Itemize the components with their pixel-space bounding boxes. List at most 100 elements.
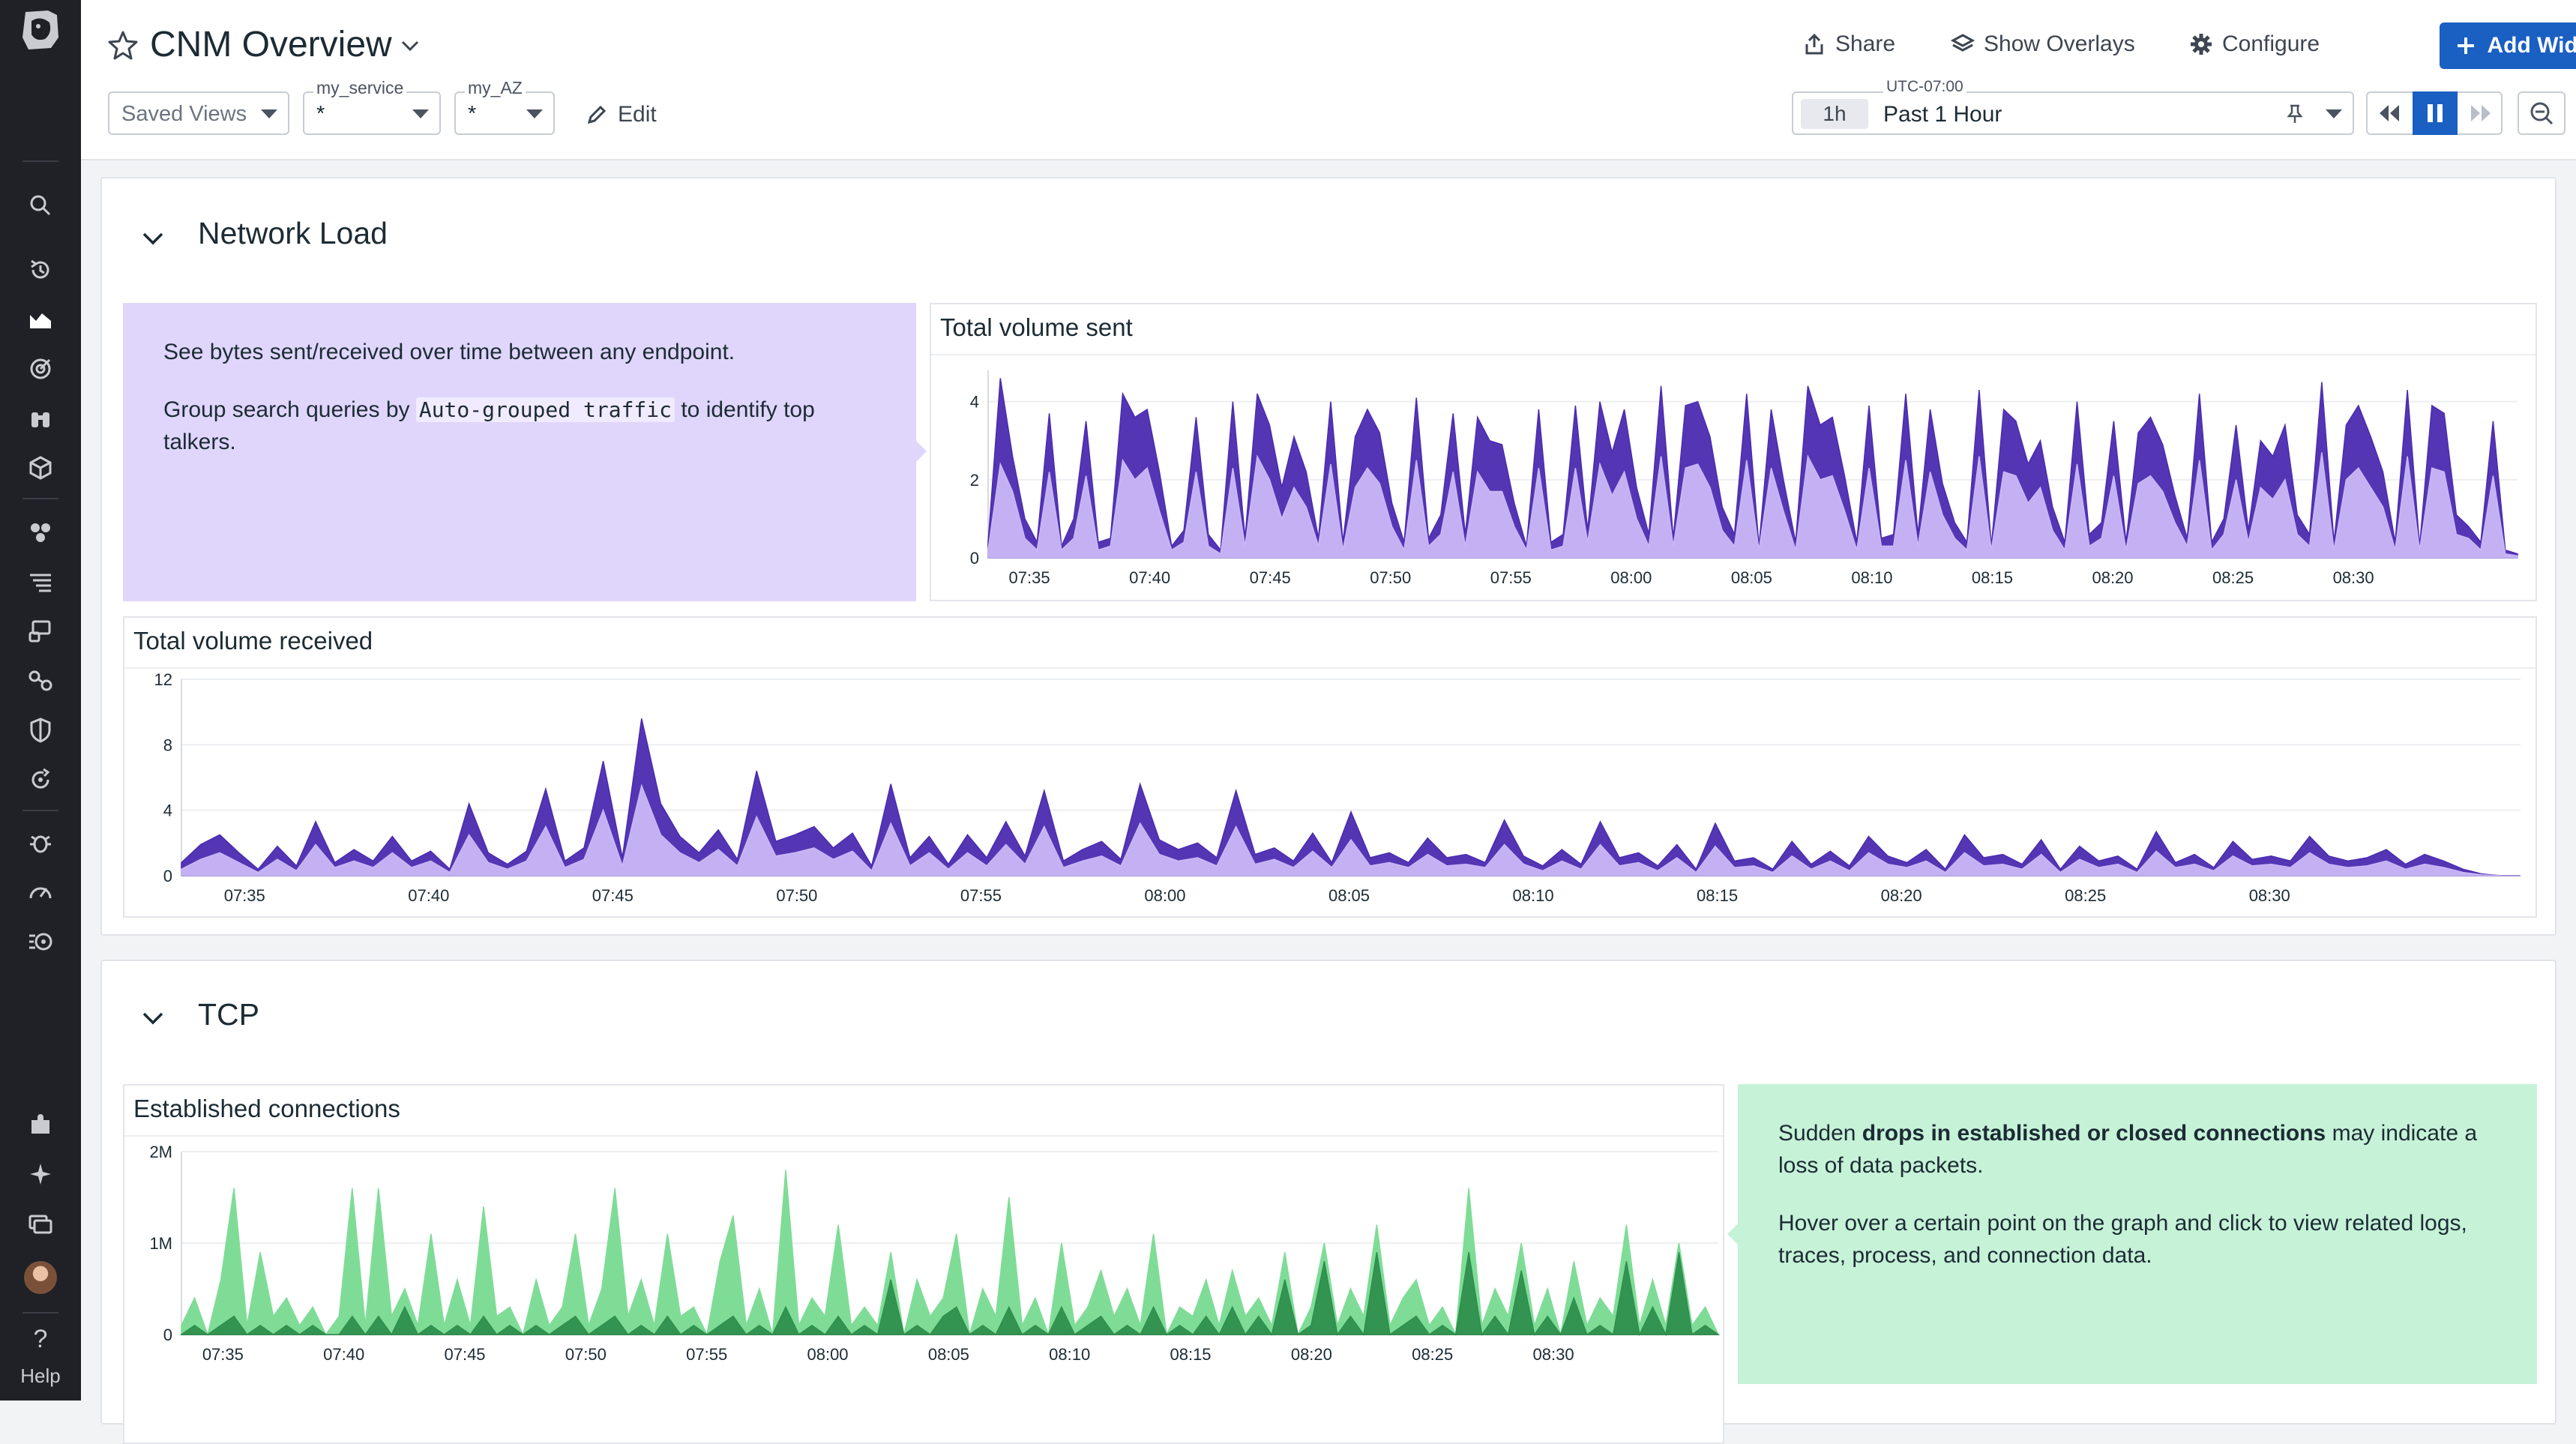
infrastructure-icon[interactable] [25,453,55,483]
note-text: See bytes sent/received over time betwee… [163,340,735,364]
logs-icon[interactable] [25,567,55,597]
widget-title: Total volume received [133,627,373,655]
time-picker[interactable]: 1h Past 1 Hour [1792,91,2354,135]
widget-total-volume-received[interactable]: Total volume received 0 4 8 12 07:35 07:40 07:… [123,616,2537,918]
widget-established-connections[interactable]: Established connections 0 1M 2M 07:35 07:40 0… [123,1084,1724,1444]
y-tick-label: 0 [970,549,979,568]
note-tcp: Sudden drops in established or closed co… [1738,1084,2537,1384]
saved-views-select[interactable]: Saved Views [108,91,289,135]
sparkle-icon[interactable] [25,1159,55,1189]
x-tick-label: 08:30 [2249,886,2290,905]
show-overlays-label: Show Overlays [1984,31,2135,56]
history-icon[interactable] [25,255,55,285]
x-tick-label: 08:30 [2333,568,2374,587]
x-tick-label: 08:15 [1170,1345,1211,1364]
x-tick-label: 07:55 [1490,568,1532,587]
gauge-icon[interactable] [25,877,55,907]
x-tick-label: 07:50 [565,1345,607,1364]
chat-icon[interactable] [25,1209,55,1239]
star-icon[interactable] [108,30,138,60]
x-tick-label: 07:45 [592,886,634,905]
x-tick-label: 07:45 [444,1345,485,1364]
help-icon[interactable]: ? [33,1325,48,1353]
time-badge: 1h [1801,99,1868,129]
nav-divider [22,1312,58,1314]
chevron-down-icon[interactable] [139,225,166,252]
playback-controls [2366,91,2503,135]
nav-divider [22,498,58,499]
bug-icon[interactable] [25,828,55,858]
x-tick-label: 08:00 [1144,886,1185,905]
chevron-down-icon[interactable] [400,39,420,52]
series-area [181,783,2521,876]
monitors-icon[interactable] [25,354,55,384]
zoom-out-button[interactable] [2518,91,2566,135]
nav-divider [22,160,58,162]
time-range: Past 1 Hour [1883,102,2002,127]
variable-my-service[interactable]: * [303,91,441,135]
digital-experience-icon[interactable] [25,616,55,646]
variable-my-az[interactable]: * [454,91,555,135]
x-tick-label: 08:00 [807,1345,848,1364]
configure-button[interactable]: Configure [2189,31,2320,57]
x-tick-label: 08:05 [928,1345,969,1364]
add-widgets-button[interactable]: Add Widgets [2440,22,2576,69]
pause-button[interactable] [2413,91,2458,135]
note-text: Sudden drops in established or closed co… [1778,1121,2478,1178]
note-network-load: See bytes sent/received over time betwee… [123,303,916,601]
watchdog-icon[interactable] [25,927,55,957]
pin-icon[interactable] [2285,103,2305,124]
widget-divider [931,354,2536,355]
widget-title: Total volume sent [940,313,1133,341]
group-title: Network Load [198,216,388,250]
widget-divider [124,667,2536,669]
y-tick-label: 0 [163,1326,172,1344]
share-icon [1805,33,1823,55]
saved-views-label: Saved Views [121,102,247,126]
x-tick-label: 08:15 [1972,568,2013,587]
y-tick-label: 12 [154,670,172,689]
share-button[interactable]: Share [1802,31,1895,57]
show-overlays-button[interactable]: Show Overlays [1951,31,2135,57]
dashboard-header: CNM Overview Share Show Overlays Configu… [81,0,2576,160]
x-tick-label: 08:05 [1731,568,1772,587]
y-tick-label: 2M [149,1143,172,1161]
note-text: Hover over a certain point on the graph … [1778,1211,2467,1268]
security-icon[interactable] [25,715,55,745]
group-title: TCP [198,997,259,1032]
y-tick-label: 4 [163,801,172,820]
x-tick-label: 07:40 [408,886,449,905]
network-icon[interactable] [25,666,55,696]
group-network-load: Network Load See bytes sent/received ove… [100,177,2557,936]
left-nav: ? Help [0,0,81,1401]
x-tick-label: 08:10 [1049,1345,1090,1364]
help-label[interactable]: Help [20,1365,61,1387]
page-title: CNM Overview [150,25,392,64]
x-tick-label: 07:40 [1129,568,1170,587]
service-mgmt-icon[interactable] [25,765,55,795]
y-tick-label: 0 [163,867,172,885]
x-tick-label: 08:20 [2092,568,2133,587]
fast-forward-icon[interactable] [2459,93,2503,133]
chart-established-connections[interactable]: 0 1M 2M 07:35 07:40 07:45 07:50 07:55 08:00 08:05… [124,1137,1723,1392]
widget-title: Established connections [133,1095,400,1122]
avatar[interactable] [24,1261,57,1294]
chart-total-volume-sent[interactable]: 0 2 4 07:35 07:40 07:45 07:50 07:55 08:00 08:05 08… [931,355,2536,600]
binoculars-icon[interactable] [25,403,55,433]
search-icon[interactable] [25,190,55,220]
group-tcp: TCP Established connections 0 1M 2M 07:35 07… [100,960,2557,1444]
y-tick-label: 8 [163,735,172,754]
configure-label: Configure [2222,31,2320,56]
caret-down-icon [526,109,543,118]
chart-total-volume-received[interactable]: 0 4 8 12 07:35 07:40 07:45 07:50 07:55 08:00 08:05… [124,669,2536,916]
integrations-icon[interactable] [25,1110,55,1140]
rewind-icon[interactable] [2368,93,2411,133]
edit-button[interactable]: Edit [585,102,657,127]
datadog-logo-icon[interactable] [18,7,63,52]
dashboards-icon[interactable] [25,304,55,334]
chevron-down-icon[interactable] [139,1005,166,1032]
x-tick-label: 08:20 [1291,1345,1332,1364]
apm-icon[interactable] [25,517,55,547]
widget-total-volume-sent[interactable]: Total volume sent 0 2 4 07:35 07:40 07:45 07:5… [930,303,2537,601]
pencil-icon [587,105,607,124]
